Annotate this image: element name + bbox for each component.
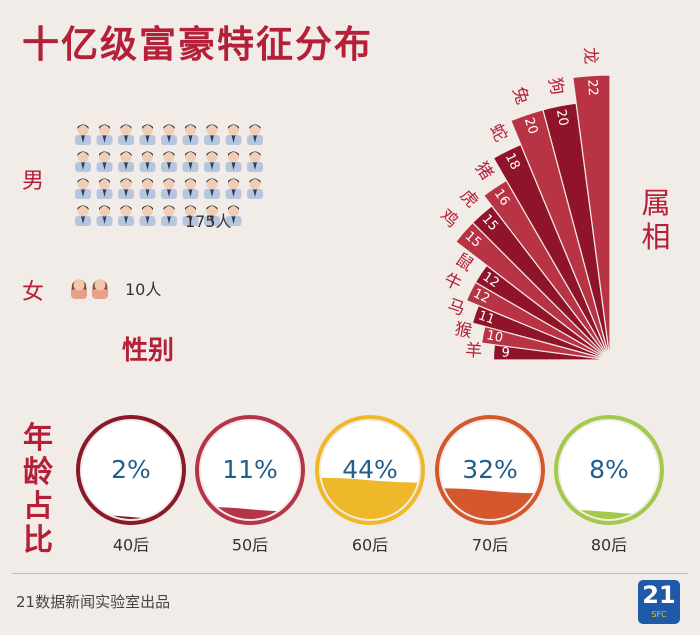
male-icon — [118, 205, 134, 226]
female-icon — [71, 279, 87, 299]
age-value-label: 44% — [342, 455, 398, 484]
age-value-label: 32% — [462, 455, 518, 484]
zodiac-value-label: 11 — [476, 308, 496, 328]
zodiac-value-label: 12 — [471, 286, 492, 307]
age-ring — [554, 415, 664, 525]
female-label: 女 — [22, 280, 45, 305]
male-icon — [225, 151, 242, 172]
zodiac-category-label: 马 — [445, 296, 468, 320]
age-category-label: 50后 — [232, 536, 268, 555]
age-category-label: 60后 — [352, 536, 388, 555]
zodiac-category-label: 猴 — [453, 319, 474, 342]
gender-pictogram — [71, 124, 263, 299]
zodiac-value-label: 18 — [502, 151, 523, 172]
male-icon — [118, 178, 134, 199]
male-icon — [118, 124, 134, 145]
male-icon — [182, 205, 199, 226]
male-icon — [247, 124, 263, 145]
male-icon — [139, 205, 156, 226]
age-share-chart: 2% 40后 11% 50后 44% 60后 32% 70后 8% 80后 — [76, 415, 664, 555]
age-category-label: 40后 — [113, 536, 149, 555]
page-title: 十亿级富豪特征分布 — [22, 23, 373, 66]
logo-number: 21 — [642, 581, 676, 609]
zodiac-category-label: 羊 — [465, 341, 483, 362]
gender-section-title: 性别 — [122, 336, 175, 366]
male-icon — [225, 178, 242, 199]
age-fill — [560, 509, 658, 519]
age-fill — [441, 488, 539, 519]
zodiac-value-label: 20 — [553, 108, 571, 127]
male-icon — [118, 151, 134, 172]
male-icon — [225, 205, 242, 226]
age-value-label: 11% — [222, 455, 278, 484]
male-icon — [96, 124, 113, 145]
male-icon — [96, 151, 113, 172]
male-icon — [225, 124, 242, 145]
male-icon — [75, 178, 91, 199]
male-count: 175人 — [185, 212, 232, 231]
male-icon — [161, 124, 177, 145]
female-count: 10人 — [125, 280, 162, 299]
male-icon — [139, 124, 156, 145]
male-icon — [204, 178, 220, 199]
age-ring — [435, 415, 545, 525]
male-icon — [75, 205, 91, 226]
male-icon — [182, 151, 199, 172]
age-ring-background — [82, 421, 180, 519]
male-icon — [182, 124, 199, 145]
age-value-label: 2% — [111, 455, 151, 484]
male-icon — [161, 178, 177, 199]
zodiac-category-label: 龙 — [580, 47, 601, 65]
age-fill — [201, 506, 299, 519]
male-icon — [204, 205, 220, 226]
male-icon — [139, 151, 156, 172]
age-ring — [76, 415, 186, 525]
age-fill — [82, 514, 180, 519]
zodiac-category-label: 虎 — [456, 186, 482, 212]
male-icon — [182, 178, 199, 199]
zodiac-section-title: 属相 — [641, 186, 671, 254]
zodiac-value-label: 9 — [501, 345, 510, 361]
zodiac-bar — [572, 74, 611, 361]
male-icon — [75, 124, 91, 145]
male-icon — [161, 151, 177, 172]
age-category-label: 70后 — [472, 536, 508, 555]
footer-credit: 21数据新闻实验室出品 — [16, 593, 171, 611]
age-ring — [315, 415, 425, 525]
male-icon — [204, 124, 220, 145]
age-fill — [321, 477, 419, 519]
age-section-title: 年龄占比 — [23, 421, 53, 558]
male-icon — [139, 178, 156, 199]
male-icon — [75, 151, 91, 172]
logo-sub: SFC — [651, 610, 667, 619]
zodiac-category-label: 猪 — [471, 158, 497, 183]
male-icon — [247, 178, 263, 199]
male-icon — [204, 151, 220, 172]
zodiac-category-label: 狗 — [544, 76, 567, 97]
zodiac-value-label: 20 — [521, 116, 541, 136]
age-ring-background — [201, 421, 299, 519]
zodiac-value-label: 10 — [485, 328, 504, 346]
male-icon — [161, 205, 177, 226]
age-ring-background — [560, 421, 658, 519]
brand-logo: 21 SFC — [638, 580, 680, 624]
age-category-label: 80后 — [591, 536, 627, 555]
zodiac-value-label: 22 — [584, 79, 600, 96]
male-label: 男 — [22, 169, 45, 194]
zodiac-category-label: 蛇 — [485, 121, 510, 145]
male-icon — [96, 205, 113, 226]
male-icon — [96, 178, 113, 199]
age-value-label: 8% — [589, 455, 629, 484]
age-ring — [195, 415, 305, 525]
zodiac-category-label: 鸡 — [436, 206, 462, 232]
zodiac-category-label: 兔 — [508, 84, 532, 107]
footer-divider — [12, 573, 688, 574]
female-icon — [92, 279, 108, 299]
male-icon — [247, 151, 263, 172]
zodiac-category-label: 牛 — [441, 270, 465, 295]
